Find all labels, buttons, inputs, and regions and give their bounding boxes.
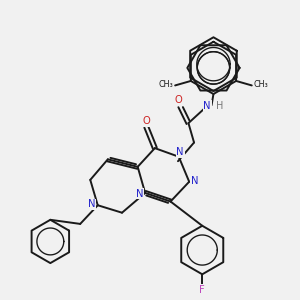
Text: N: N bbox=[203, 100, 211, 111]
Text: CH₃: CH₃ bbox=[254, 80, 268, 89]
Text: N: N bbox=[136, 189, 144, 199]
Text: O: O bbox=[142, 116, 150, 126]
Text: N: N bbox=[191, 176, 199, 186]
Text: H: H bbox=[216, 100, 224, 111]
Text: N: N bbox=[88, 200, 95, 209]
Text: O: O bbox=[175, 95, 183, 105]
Text: N: N bbox=[176, 147, 184, 157]
Text: F: F bbox=[200, 285, 205, 295]
Text: CH₃: CH₃ bbox=[158, 80, 173, 89]
